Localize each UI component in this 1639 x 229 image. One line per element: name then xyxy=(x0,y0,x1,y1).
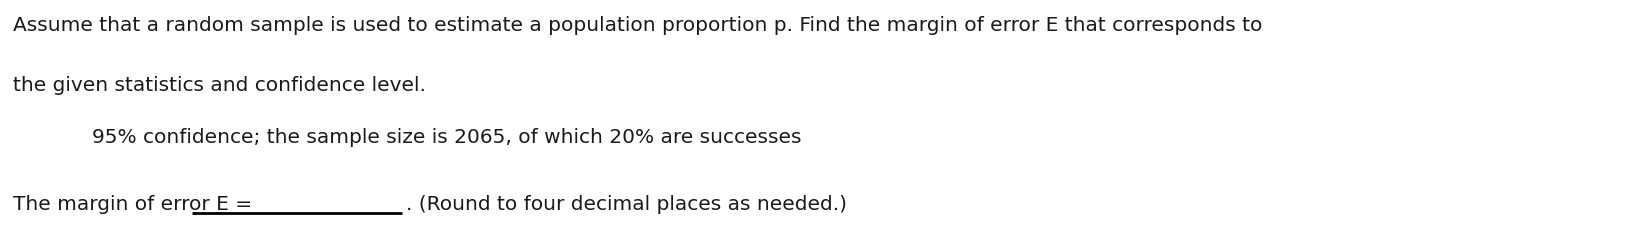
Text: 95% confidence; the sample size is 2065, of which 20% are successes: 95% confidence; the sample size is 2065,… xyxy=(92,128,801,147)
Text: the given statistics and confidence level.: the given statistics and confidence leve… xyxy=(13,76,426,95)
Text: The margin of error E =: The margin of error E = xyxy=(13,195,259,214)
Text: Assume that a random sample is used to estimate a population proportion p. Find : Assume that a random sample is used to e… xyxy=(13,16,1262,35)
Text: . (Round to four decimal places as needed.): . (Round to four decimal places as neede… xyxy=(406,195,847,214)
